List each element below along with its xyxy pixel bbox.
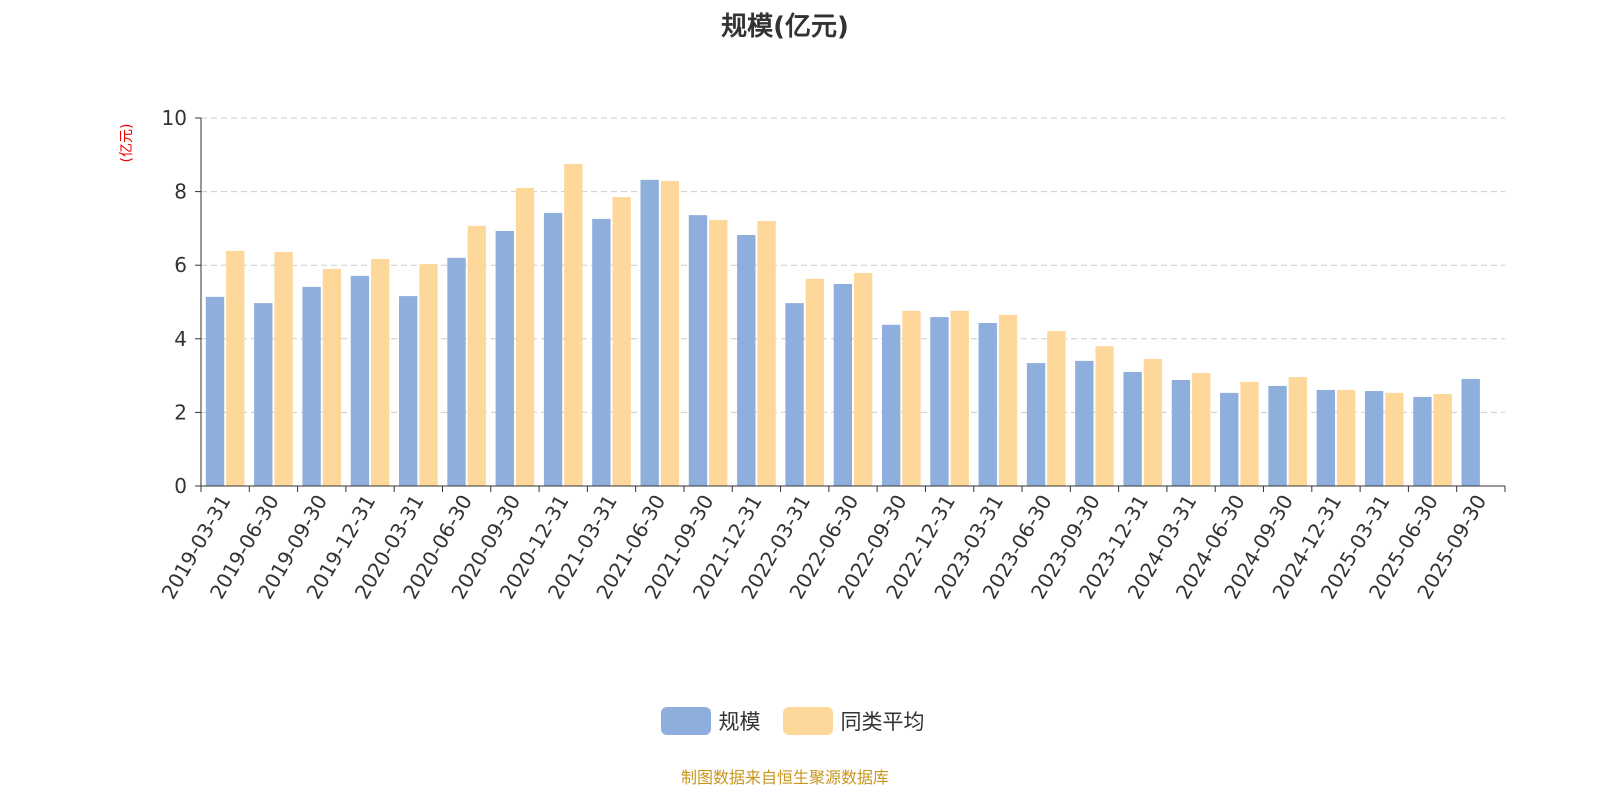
- bar-scale: [1364, 391, 1384, 486]
- bar-peer-average: [660, 180, 680, 487]
- bar-peer-average: [1192, 373, 1211, 486]
- bar-peer-average: [709, 219, 728, 486]
- bar-peer-average: [515, 187, 535, 487]
- legend-item-scale[interactable]: 规模: [660, 706, 761, 736]
- y-tick-label: 4: [174, 327, 187, 351]
- bar-peer-average: [1240, 381, 1259, 486]
- bar-peer-average: [419, 264, 438, 486]
- bar-scale: [495, 230, 514, 486]
- y-tick-label: 2: [174, 400, 187, 424]
- bar-peer-average: [564, 164, 583, 486]
- bar-scale: [254, 303, 273, 486]
- chart-title: 规模(亿元): [721, 12, 849, 42]
- legend-label: 同类平均: [840, 710, 925, 734]
- bar-scale: [1171, 380, 1191, 486]
- bar-scale: [302, 286, 321, 486]
- bar-scale: [1268, 385, 1287, 486]
- bar-scale: [350, 275, 370, 486]
- source-footer: 制图数据来自恒生聚源数据库: [680, 768, 889, 787]
- bar-scale: [688, 215, 708, 487]
- bar-peer-average: [226, 250, 245, 486]
- bar-peer-average: [950, 310, 969, 486]
- y-tick-label: 10: [162, 106, 187, 130]
- legend-swatch: [782, 707, 833, 735]
- bar-peer-average: [1433, 394, 1452, 486]
- bar-scale: [881, 324, 901, 486]
- y-tick-label: 6: [174, 253, 187, 277]
- bar-peer-average: [805, 278, 825, 486]
- bar-scale: [1220, 392, 1239, 486]
- bar-scale: [1316, 389, 1335, 486]
- bar-scale: [1123, 371, 1142, 486]
- bar-peer-average: [322, 268, 342, 486]
- bar-peer-average: [998, 314, 1018, 486]
- bar-peer-average: [467, 225, 486, 486]
- bar-scale: [447, 257, 466, 486]
- bar-scale: [543, 212, 563, 486]
- bar-peer-average: [757, 221, 776, 487]
- bar-peer-average: [1385, 392, 1404, 486]
- legend-label: 规模: [718, 710, 761, 734]
- bar-peer-average: [853, 272, 873, 486]
- bar-scale: [1461, 378, 1480, 486]
- bar-scale: [1075, 360, 1094, 486]
- bar-scale: [833, 283, 853, 486]
- bar-peer-average: [1288, 377, 1307, 486]
- bar-scale: [640, 179, 659, 486]
- bar-scale: [978, 322, 997, 486]
- y-tick-label: 8: [174, 180, 187, 204]
- legend-swatch: [660, 707, 711, 735]
- legend: 规模 同类平均: [0, 706, 1585, 736]
- bar-scale: [1026, 363, 1046, 486]
- bar-peer-average: [371, 258, 390, 486]
- bar-peer-average: [612, 197, 631, 486]
- bar-peer-average: [274, 251, 293, 486]
- bar-scale: [785, 303, 804, 486]
- bar-peer-average: [1047, 331, 1066, 486]
- bar-scale: [737, 235, 756, 486]
- bar-peer-average: [902, 310, 921, 486]
- bar-scale: [399, 296, 418, 486]
- legend-item-peer-average[interactable]: 同类平均: [782, 706, 925, 736]
- bar-scale: [1413, 396, 1432, 486]
- bar-peer-average: [1143, 359, 1163, 486]
- bar-peer-average: [1336, 389, 1356, 486]
- bar-scale: [592, 218, 611, 486]
- y-tick-label: 0: [174, 474, 187, 498]
- bar-peer-average: [1095, 346, 1114, 486]
- bar-scale: [205, 296, 225, 486]
- bar-chart: 02468102019-03-312019-06-302019-09-30201…: [157, 106, 1506, 603]
- bar-scale: [930, 317, 949, 486]
